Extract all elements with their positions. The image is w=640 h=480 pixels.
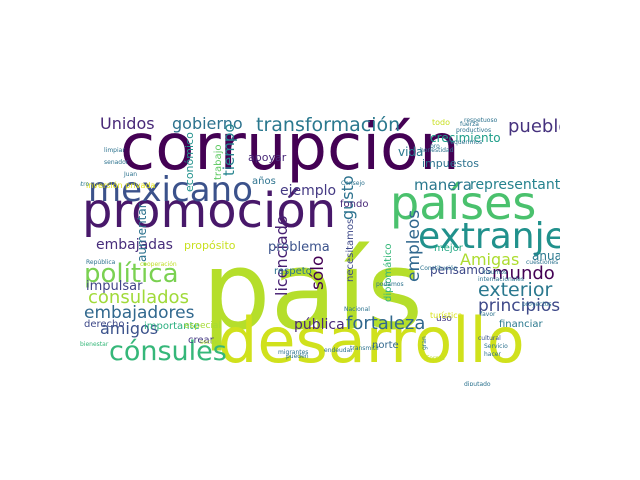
- cloud-word: propósito: [184, 239, 236, 252]
- cloud-word: corrupción: [120, 111, 460, 185]
- cloud-word: países: [390, 176, 537, 230]
- cloud-word: Amigas: [460, 250, 520, 269]
- cloud-word: tiempo: [220, 123, 238, 176]
- cloud-word: República: [86, 259, 116, 266]
- cloud-word: consulados: [88, 287, 189, 308]
- cloud-word: derecho: [84, 319, 125, 330]
- cloud-word: diputado: [464, 381, 491, 387]
- cloud-word: limpiar: [104, 147, 125, 154]
- cloud-word: diplomático: [383, 243, 394, 302]
- cloud-word: económico: [183, 132, 196, 192]
- cloud-word: impuestos: [422, 157, 479, 170]
- cloud-word: uso: [436, 314, 452, 324]
- cloud-word: pro: [430, 143, 440, 150]
- cloud-word: requerimos: [448, 139, 483, 146]
- cloud-word: Constitución: [420, 265, 458, 272]
- cloud-word: ejemplo: [280, 183, 337, 199]
- cloud-word: sector: [200, 339, 219, 346]
- cloud-word: hacer: [484, 351, 501, 358]
- cloud-word: norte: [372, 340, 399, 351]
- cloud-word: insumos: [482, 269, 508, 276]
- cloud-word: Juan: [124, 171, 138, 178]
- cloud-word: apoyar: [248, 151, 287, 164]
- cloud-word: todo: [432, 118, 451, 127]
- cloud-word: fondo: [340, 199, 369, 210]
- cloud-word: respeto: [274, 266, 312, 277]
- cloud-word: respetuoso: [464, 117, 498, 124]
- cloud-word: pública: [294, 317, 345, 333]
- cloud-word: cuatro: [80, 181, 90, 188]
- cloud-word: honestidad: [420, 147, 454, 154]
- cloud-word: promoción: [82, 183, 337, 239]
- cloud-word: especial: [184, 321, 221, 331]
- cloud-word: mundo: [492, 263, 555, 284]
- cloud-word: pueden: [286, 353, 309, 360]
- cloud-word: Unidos: [100, 114, 155, 133]
- cloud-word: crecimiento: [430, 131, 501, 145]
- cloud-word: internacionales: [478, 276, 524, 283]
- cloud-word: senador: [104, 159, 129, 166]
- cloud-word: embajadores: [84, 303, 195, 323]
- cloud-word: cónsules: [109, 336, 227, 367]
- cloud-word: aumentar: [135, 203, 149, 262]
- cloud-word: financiar: [499, 319, 543, 330]
- cloud-word: pensamos: [430, 263, 492, 277]
- cloud-word: cuestiones: [526, 259, 559, 266]
- cloud-word: principios: [478, 296, 560, 316]
- cloud-word: inversión privada: [86, 181, 156, 190]
- cloud-word: manera: [414, 176, 472, 194]
- cloud-word: amigos: [100, 319, 159, 338]
- cloud-word: Forma: [426, 355, 445, 362]
- cloud-word: política: [84, 259, 179, 289]
- cloud-word: impulsar: [86, 279, 143, 294]
- cloud-word: representante: [470, 177, 560, 193]
- cloud-word: mejor: [434, 243, 463, 254]
- cloud-word: gran: [421, 336, 428, 350]
- cloud-word: problema: [268, 240, 330, 255]
- cloud-word: podamos: [376, 281, 404, 288]
- cloud-word: Consejo: [341, 180, 365, 187]
- cloud-word: transformación: [256, 114, 401, 136]
- cloud-word: favor: [480, 311, 496, 318]
- cloud-word: fuerza: [460, 121, 479, 128]
- cloud-word: extranjero: [418, 216, 560, 257]
- cloud-word: país: [202, 229, 424, 354]
- cloud-word: anual: [532, 249, 560, 263]
- cloud-word: migrantes: [278, 349, 309, 356]
- cloud-word: proyectos: [522, 301, 552, 308]
- cloud-word: vida: [398, 145, 424, 159]
- cloud-word: transmitir: [350, 345, 380, 352]
- cloud-word: embajadas: [96, 237, 173, 253]
- cloud-word: turística: [430, 311, 463, 320]
- cloud-word: cultural: [478, 335, 501, 342]
- cloud-word: mexicano: [88, 170, 253, 210]
- cloud-word: importante: [144, 321, 200, 332]
- cloud-word: pueblo: [508, 116, 560, 137]
- cloud-word: productivos: [456, 127, 492, 134]
- cloud-word: crear: [188, 335, 214, 346]
- cloud-word: desarrollo: [218, 304, 525, 377]
- cloud-word: Servicio: [484, 343, 508, 350]
- cloud-word: licenciado: [272, 215, 291, 296]
- cloud-word: fortaleza: [346, 313, 426, 334]
- word-cloud: corrupción país desarrollo promoción países m…: [80, 96, 560, 386]
- cloud-word: necesitamos: [345, 218, 356, 282]
- cloud-word: cooperación: [140, 261, 177, 268]
- cloud-word: sólo: [308, 255, 328, 290]
- cloud-word: gobierno: [172, 114, 243, 133]
- cloud-word: exterior: [478, 279, 553, 301]
- cloud-word: endeudar: [324, 347, 353, 354]
- cloud-word: Nacional: [344, 306, 370, 313]
- cloud-word: bienestar: [80, 341, 109, 348]
- cloud-word: años: [252, 176, 276, 187]
